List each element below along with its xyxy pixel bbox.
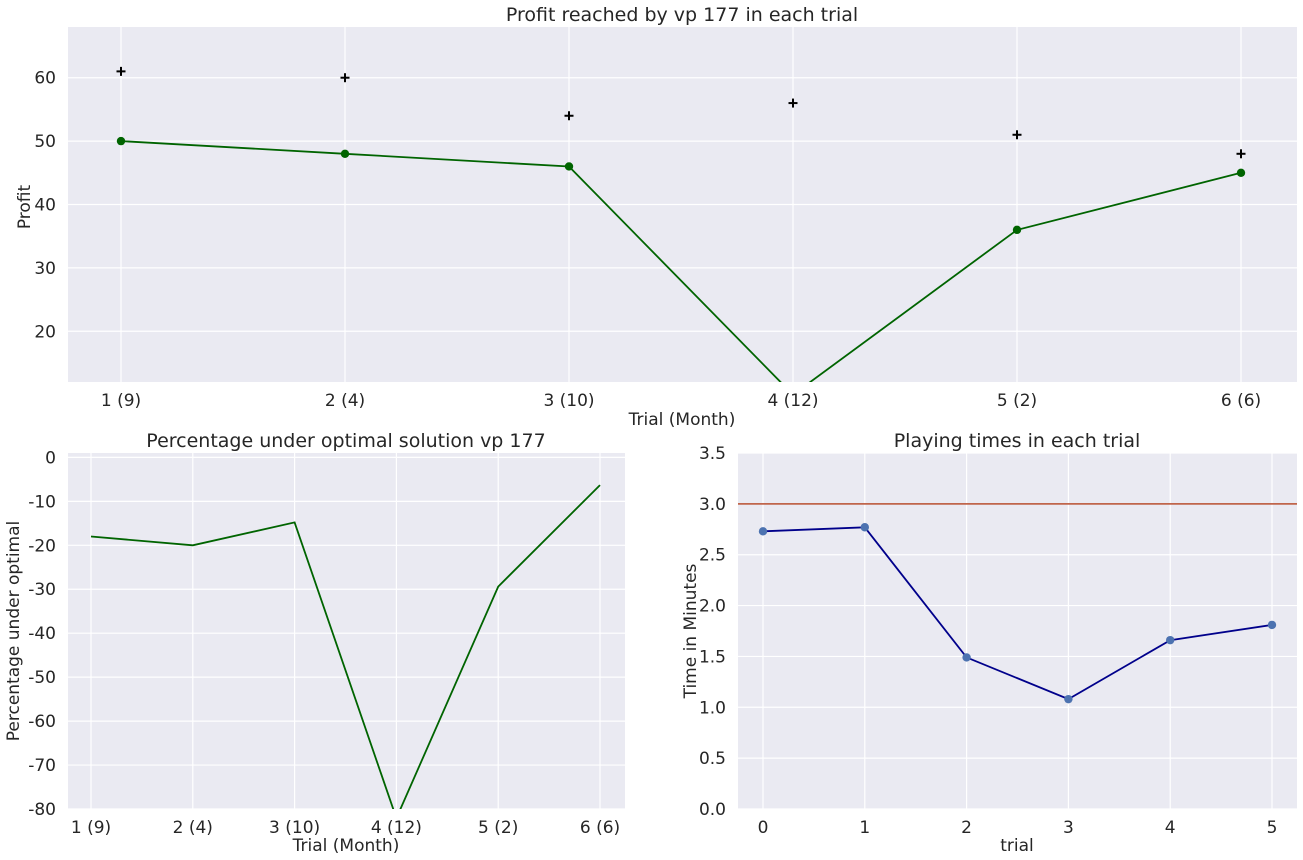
profit-chart-title: Profit reached by vp 177 in each trial bbox=[506, 4, 858, 26]
profit-x-axis-label: Trial (Month) bbox=[628, 410, 736, 430]
profit-y-tick-label: 40 bbox=[34, 196, 56, 216]
profit-optimal-marker bbox=[340, 73, 350, 83]
profit-y-tick-label: 60 bbox=[34, 69, 56, 89]
profit-x-tick-label: 1 (9) bbox=[101, 391, 141, 411]
playing-times-data-point bbox=[1267, 620, 1277, 630]
profit-panel: 1 (9) 2 (4) 3 (10) 4 (12) 5 (2) 6 (6) 20 30 40 50… bbox=[15, 4, 1297, 430]
profit-series-group bbox=[116, 66, 1246, 382]
profit-data-point bbox=[116, 136, 126, 146]
playing-times-data-point bbox=[962, 653, 971, 662]
profit-data-point bbox=[564, 162, 574, 171]
percentage-panel: 1 (9) 2 (4) 3 (10) 4 (12) 5 (2) 6 (6) 0 -10 -20 -… bbox=[4, 430, 625, 856]
profit-y-axis-label: Profit bbox=[15, 184, 35, 229]
playing-times-x-tick-label: 5 bbox=[1267, 818, 1278, 838]
profit-optimal-marker bbox=[116, 66, 126, 76]
playing-times-y-tick-label: 1.5 bbox=[699, 647, 726, 667]
percentage-x-tick-label: 1 (9) bbox=[71, 818, 111, 838]
percentage-y-tick-label: -50 bbox=[28, 668, 56, 688]
playing-times-y-axis-label: Time in Minutes bbox=[681, 563, 701, 699]
playing-times-x-tick-label: 2 bbox=[961, 818, 972, 838]
percentage-x-axis-label: Trial (Month) bbox=[292, 836, 400, 856]
playing-times-x-axis-label: trial bbox=[1000, 836, 1034, 856]
percentage-y-tick-label: -40 bbox=[28, 624, 56, 644]
profit-data-point bbox=[340, 149, 350, 158]
playing-times-y-tick-label: 3.5 bbox=[699, 444, 726, 464]
profit-x-tick-label: 5 (2) bbox=[997, 391, 1037, 411]
percentage-y-tick-label: -30 bbox=[28, 580, 56, 600]
percentage-y-tick-label: -80 bbox=[28, 800, 56, 820]
playing-times-chart-title: Playing times in each trial bbox=[894, 430, 1141, 452]
percentage-x-tick-label: 4 (12) bbox=[371, 818, 422, 838]
playing-times-series-line-0 bbox=[762, 526, 1273, 701]
playing-times-x-tick-label: 0 bbox=[758, 818, 769, 838]
playing-times-data-point bbox=[1166, 635, 1175, 645]
profit-optimal-marker bbox=[564, 111, 574, 121]
profit-optimal-marker bbox=[1236, 149, 1246, 159]
playing-times-y-tick-label: 2.0 bbox=[699, 597, 726, 617]
percentage-series-group bbox=[90, 484, 601, 809]
playing-times-data-point bbox=[1064, 694, 1073, 704]
profit-y-tick-label: 50 bbox=[34, 132, 56, 152]
profit-data-point bbox=[1012, 225, 1022, 235]
playing-times-x-tick-label: 4 bbox=[1165, 818, 1176, 838]
profit-x-tick-label: 3 (10) bbox=[543, 391, 594, 411]
percentage-y-tick-label: -70 bbox=[28, 756, 56, 776]
percentage-y-tick-label: -20 bbox=[28, 536, 56, 556]
playing-times-x-tick-label: 1 bbox=[859, 818, 870, 838]
playing-times-y-tick-label: 2.5 bbox=[699, 546, 726, 566]
playing-times-panel: 0 1 2 3 4 5 0.0 0.5 1.0 1.5 2.0 2.5 3.0 3.5 Playing t… bbox=[681, 430, 1297, 856]
profit-y-tick-label: 30 bbox=[34, 259, 56, 279]
percentage-series-line-0 bbox=[90, 484, 601, 809]
percentage-y-tick-label: 0 bbox=[45, 448, 56, 468]
percentage-x-tick-label: 6 (6) bbox=[580, 818, 620, 838]
playing-times-data-point bbox=[758, 527, 768, 536]
percentage-chart-title: Percentage under optimal solution vp 177 bbox=[146, 430, 545, 452]
playing-times-plot-area bbox=[738, 453, 1297, 809]
percentage-y-tick-label: -60 bbox=[28, 712, 56, 732]
profit-x-tick-label: 6 (6) bbox=[1221, 391, 1261, 411]
playing-times-y-tick-label: 0.5 bbox=[699, 749, 726, 769]
percentage-x-tick-label: 2 (4) bbox=[173, 818, 213, 838]
profit-x-tick-label: 2 (4) bbox=[325, 391, 365, 411]
playing-times-data-point bbox=[860, 523, 869, 532]
profit-optimal-marker bbox=[788, 98, 798, 108]
profit-data-point bbox=[1236, 168, 1246, 178]
playing-times-series-group bbox=[758, 523, 1277, 704]
profit-y-tick-label: 20 bbox=[34, 322, 56, 342]
profit-x-tick-label: 4 (12) bbox=[767, 391, 818, 411]
playing-times-x-tick-label: 3 bbox=[1063, 818, 1074, 838]
percentage-y-tick-label: -10 bbox=[28, 492, 56, 512]
profit-optimal-marker bbox=[1012, 130, 1022, 140]
playing-times-y-tick-label: 1.0 bbox=[699, 698, 726, 718]
playing-times-y-tick-label: 0.0 bbox=[699, 800, 726, 820]
profit-series-line-0 bbox=[120, 140, 1242, 382]
percentage-x-tick-label: 3 (10) bbox=[269, 818, 320, 838]
percentage-plot-area bbox=[68, 453, 625, 809]
playing-times-y-tick-label: 3.0 bbox=[699, 495, 726, 515]
percentage-y-axis-label: Percentage under optimal bbox=[4, 521, 24, 742]
percentage-x-tick-label: 5 (2) bbox=[478, 818, 518, 838]
